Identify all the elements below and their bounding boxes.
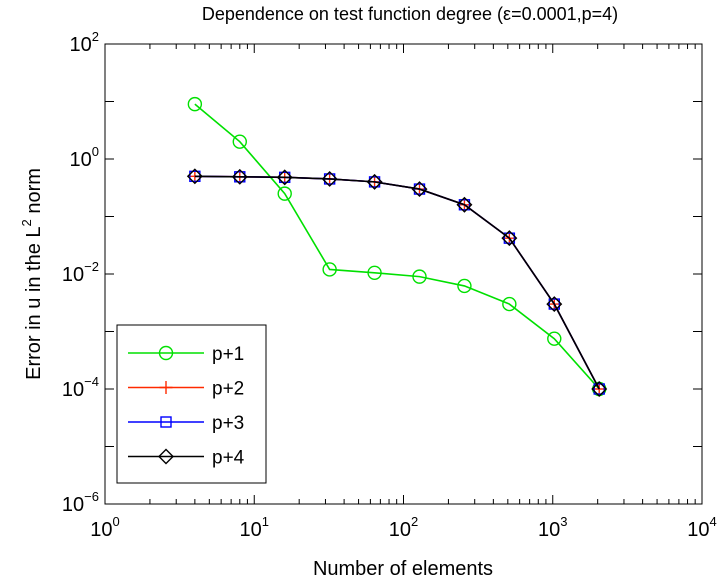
data-point-p+1 <box>322 262 337 277</box>
data-point-p+4 <box>591 381 608 397</box>
data-point-p+4 <box>186 168 203 185</box>
y-tick-labels: 10−6 10−4 10−2 100 102 <box>62 29 99 516</box>
y-axis-title-suffix: norm <box>23 168 45 219</box>
y-tick-label: 102 <box>70 29 99 56</box>
series-p+4 <box>186 168 608 397</box>
legend-entry: p+2 <box>128 379 244 400</box>
data-point-p+3 <box>548 298 560 310</box>
legend-label: p+4 <box>212 448 245 469</box>
legend-marker <box>158 448 174 465</box>
y-tick-label: 100 <box>70 144 99 171</box>
data-point-p+1 <box>187 96 203 112</box>
data-point-p+3 <box>593 383 605 395</box>
legend: p+1 p+2 p+3 p+4 <box>116 324 267 484</box>
data-point-p+3 <box>458 199 471 211</box>
y-axis-title-prefix: Error in u in the L <box>23 226 45 379</box>
y-tick-label: 10−2 <box>62 259 99 286</box>
data-point-p+4 <box>231 168 248 185</box>
legend-label: p+3 <box>212 413 244 434</box>
data-point-p+4 <box>411 181 428 198</box>
x-tick-label: 103 <box>538 514 567 541</box>
legend-marker <box>159 381 173 394</box>
x-tick-label: 102 <box>389 514 418 541</box>
y-axis-title-superscript: 2 <box>19 219 34 226</box>
data-point-p+4 <box>501 230 518 247</box>
legend-entry: p+1 <box>128 344 244 365</box>
data-point-p+1 <box>277 186 292 201</box>
legend-entry: p+4 <box>128 448 245 469</box>
chart-title: Dependence on test function degree (ε=0.… <box>202 4 618 24</box>
data-point-p+4 <box>276 169 293 186</box>
legend-label: p+1 <box>212 344 244 365</box>
legend-label: p+2 <box>212 379 244 400</box>
data-point-p+4 <box>456 196 473 213</box>
legend-entry: p+3 <box>128 413 244 434</box>
x-tick-label: 100 <box>90 514 119 541</box>
data-point-p+1 <box>367 265 382 280</box>
plot-frame <box>104 43 703 505</box>
data-point-p+1 <box>457 278 472 294</box>
data-point-p+3 <box>503 232 516 244</box>
data-point-p+1 <box>232 134 247 149</box>
y-axis-title: Error in u in the L2 norm <box>19 168 45 380</box>
y-tick-label: 10−6 <box>62 489 99 516</box>
series-line-p+1 <box>194 103 600 390</box>
data-point-p+4 <box>546 296 563 313</box>
data-point-p+4 <box>321 170 338 187</box>
series-layer <box>186 96 608 397</box>
x-tick-label: 104 <box>687 514 716 541</box>
series-line-p+4 <box>194 175 600 390</box>
data-point-p+4 <box>366 173 383 190</box>
x-tick-label: 101 <box>240 514 269 541</box>
data-point-p+1 <box>502 296 517 312</box>
legend-marker <box>160 416 172 428</box>
legend-marker <box>158 345 174 361</box>
data-point-p+1 <box>412 269 427 284</box>
y-tick-label: 10−4 <box>62 374 99 401</box>
x-tick-labels: 100 101 102 103 104 <box>90 514 716 541</box>
data-point-p+1 <box>547 331 562 346</box>
x-axis-title: Number of elements <box>313 558 493 580</box>
